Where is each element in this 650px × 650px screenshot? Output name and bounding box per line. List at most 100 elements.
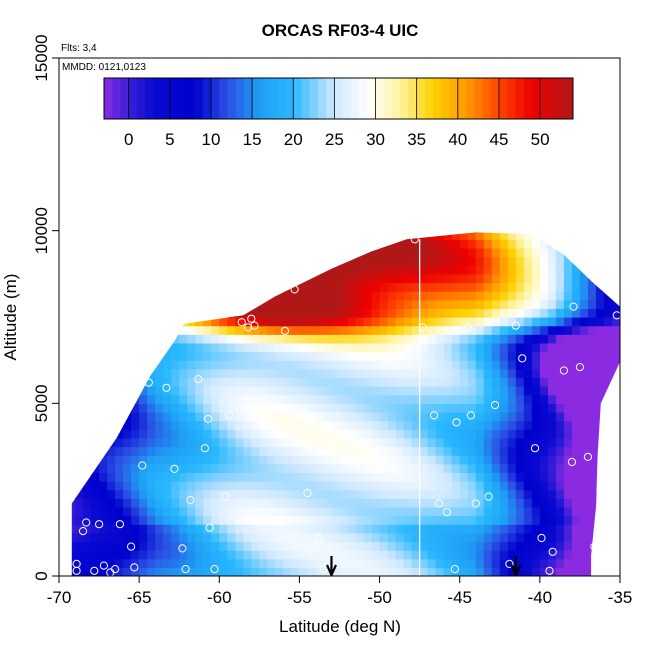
heatmap-cell-r23-c35 (347, 368, 357, 379)
heatmap-cell-r33-c25 (267, 282, 276, 292)
heatmap-cell-r29-c53 (491, 317, 501, 327)
heatmap-cell-r30-c64 (579, 308, 589, 318)
heatmap-cell-r32-c16 (195, 291, 204, 301)
heatmap-cell-r21-c4 (99, 386, 108, 396)
heatmap-field (71, 232, 620, 576)
heatmap-cell-r28-c43 (411, 325, 421, 335)
heatmap-cell-r19-c32 (323, 403, 333, 413)
heatmap-cell-r2-c42 (403, 550, 413, 560)
x-tick-label-7: -35 (608, 588, 633, 607)
heatmap-cell-r0-c53 (491, 567, 501, 576)
heatmap-cell-r27-c11 (155, 334, 164, 344)
heatmap-cell-r9-c20 (227, 489, 236, 499)
heatmap-cell-r28-c21 (235, 325, 244, 335)
heatmap-cell-r1-c43 (411, 558, 421, 568)
heatmap-cell-r8-c67 (603, 498, 613, 508)
heatmap-cell-r30-c17 (203, 308, 212, 318)
heatmap-cell-r21-c53 (491, 386, 501, 396)
heatmap-cell-r3-c68 (611, 541, 620, 551)
heatmap-cell-r12-c20 (227, 463, 236, 473)
heatmap-cell-r10-c1 (75, 481, 84, 491)
heatmap-cell-r26-c44 (419, 342, 429, 353)
heatmap-cell-r33-c56 (515, 282, 525, 292)
heatmap-cell-r25-c16 (195, 351, 204, 361)
heatmap-cell-r13-c34 (339, 455, 349, 465)
heatmap-cell-r23-c40 (387, 368, 397, 379)
heatmap-cell-r4-c29 (299, 532, 309, 543)
heatmap-cell-r4-c0 (71, 532, 76, 543)
heatmap-cell-r19-c27 (283, 403, 293, 413)
heatmap-cell-r7-c2 (83, 506, 92, 517)
heatmap-cell-r28-c67 (603, 325, 613, 335)
heatmap-cell-r5-c55 (507, 524, 517, 534)
heatmap-cell-r20-c46 (435, 394, 445, 404)
heatmap-cell-r4-c58 (531, 532, 541, 543)
heatmap-cell-r21-c21 (235, 386, 244, 396)
heatmap-cell-r2-c54 (499, 550, 509, 560)
heatmap-cell-r0-c28 (291, 567, 301, 576)
heatmap-cell-r33-c26 (275, 282, 284, 292)
heatmap-cell-r28-c41 (395, 325, 405, 335)
heatmap-cell-r23-c49 (459, 368, 469, 379)
heatmap-cell-r24-c63 (571, 360, 581, 370)
heatmap-cell-r18-c56 (515, 411, 525, 422)
heatmap-cell-r6-c65 (587, 515, 597, 525)
colorbar-segment-14 (219, 78, 228, 119)
heatmap-cell-r24-c17 (203, 360, 212, 370)
heatmap-cell-r8-c38 (371, 498, 381, 508)
heatmap-cell-r18-c27 (283, 411, 293, 422)
heatmap-cell-r37-c65 (587, 247, 597, 258)
heatmap-cell-r1-c56 (515, 558, 525, 568)
heatmap-cell-r9-c53 (491, 489, 501, 499)
heatmap-cell-r25-c7 (123, 351, 132, 361)
heatmap-cell-r21-c22 (243, 386, 252, 396)
heatmap-cell-r15-c29 (299, 437, 309, 448)
heatmap-cell-r19-c16 (195, 403, 204, 413)
heatmap-cell-r24-c30 (307, 360, 317, 370)
heatmap-cell-r32-c49 (459, 291, 469, 301)
heatmap-cell-r12-c15 (187, 463, 196, 473)
heatmap-cell-r23-c29 (299, 368, 309, 379)
heatmap-cell-r23-c1 (75, 368, 84, 379)
heatmap-cell-r25-c1 (75, 351, 84, 361)
heatmap-cell-r26-c10 (147, 342, 156, 353)
heatmap-cell-r31-c59 (539, 299, 549, 309)
heatmap-cell-r4-c48 (451, 532, 461, 543)
heatmap-cell-r26-c25 (267, 342, 276, 353)
heatmap-cell-r34-c23 (251, 273, 260, 284)
heatmap-cell-r23-c34 (339, 368, 349, 379)
heatmap-cell-r29-c12 (163, 317, 172, 327)
heatmap-cell-r18-c12 (163, 411, 172, 422)
heatmap-cell-r2-c27 (283, 550, 293, 560)
heatmap-cell-r13-c20 (227, 455, 236, 465)
heatmap-cell-r17-c39 (379, 420, 389, 430)
heatmap-cell-r35-c56 (515, 265, 525, 275)
heatmap-cell-r36-c67 (603, 256, 613, 266)
heatmap-cell-r25-c25 (267, 351, 276, 361)
heatmap-cell-r0-c40 (387, 567, 397, 576)
heatmap-cell-r0-c51 (475, 567, 485, 576)
heatmap-cell-r32-c26 (275, 291, 284, 301)
heatmap-cell-r22-c28 (291, 377, 301, 387)
sample-point-8 (111, 565, 120, 574)
heatmap-cell-r36-c66 (595, 256, 605, 266)
heatmap-cell-r15-c57 (523, 437, 533, 448)
heatmap-cell-r12-c31 (315, 463, 325, 473)
heatmap-cell-r22-c66 (595, 377, 605, 387)
heatmap-cell-r0-c11 (155, 567, 164, 576)
colorbar-segment-27 (326, 78, 335, 119)
heatmap-cell-r26-c65 (587, 342, 597, 353)
heatmap-cell-r20-c41 (395, 394, 405, 404)
heatmap-cell-r37-c62 (563, 247, 573, 258)
heatmap-cell-r4-c31 (315, 532, 325, 543)
heatmap-cell-r26-c33 (331, 342, 341, 353)
heatmap-cell-r1-c59 (539, 558, 549, 568)
heatmap-cell-r16-c56 (515, 429, 525, 439)
heatmap-cell-r10-c2 (83, 481, 92, 491)
heatmap-cell-r13-c31 (315, 455, 325, 465)
heatmap-cell-r16-c44 (419, 429, 429, 439)
heatmap-cell-r2-c53 (491, 550, 501, 560)
heatmap-cell-r30-c16 (195, 308, 204, 318)
heatmap-cell-r7-c14 (179, 506, 188, 517)
heatmap-cell-r13-c44 (419, 455, 429, 465)
